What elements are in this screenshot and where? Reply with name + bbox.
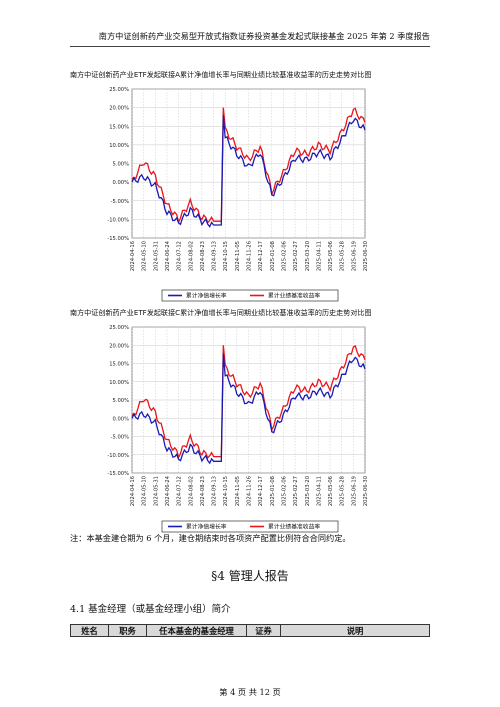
chart-c-x-tick-label: 2024-08-02 — [188, 476, 194, 506]
note-text: 注：本基金建仓期为 6 个月，建仓期结束时各项资产配置比例符合合同约定。 — [70, 533, 351, 543]
chart-a-legend-label-nav: 累计净值增长率 — [186, 292, 227, 300]
chart-a-y-tick-label: -5.00% — [111, 199, 129, 205]
chart-a-x-tick-label: 2025-03-20 — [305, 241, 311, 271]
chart-a-series-benchmark — [131, 107, 366, 225]
chart-a-x-tick-label: 2025-04-11 — [316, 241, 322, 271]
chart-c-y-tick-label: 20.00% — [109, 343, 129, 349]
chart-a-x-tick-label: 2024-11-26 — [247, 241, 253, 271]
chart-c-x-tick-label: 2024-11-26 — [247, 476, 253, 506]
chart-a-x-tick-label: 2024-05-10 — [142, 241, 148, 271]
chart-c-title: 南方中证创新药产业ETF发起联接C累计净值增长率与同期业绩比较基准收益率的历史走… — [70, 308, 372, 317]
chart-c-x-tick-label: 2024-07-12 — [177, 476, 183, 506]
chart-c-x-tick-label: 2024-11-05 — [235, 476, 241, 506]
chart-c-y-tick-label: -15.00% — [107, 471, 129, 477]
chart-c-series-nav — [131, 353, 366, 465]
chart-a-y-tick-label: -10.00% — [107, 217, 129, 223]
chart-a-x-tick-label: 2024-09-13 — [212, 241, 218, 271]
chart-c-x-tick-label: 2025-01-08 — [270, 476, 276, 506]
chart-a-x-tick-label: 2025-05-06 — [328, 241, 334, 271]
chart-c-legend-label-nav: 累计净值增长率 — [186, 523, 227, 531]
chart-c-x-tick-label: 2024-05-31 — [153, 476, 159, 506]
header-rule — [70, 46, 430, 47]
chart-a-y-tick-label: 10.00% — [109, 143, 129, 149]
section-title: §4 管理人报告 — [211, 569, 289, 583]
chart-a-x-tick-label: 2024-06-24 — [165, 240, 171, 271]
chart-a-x-tick-label: 2025-06-30 — [363, 241, 369, 271]
chart-c-x-tick-label: 2025-06-30 — [363, 476, 369, 506]
chart-c-x-tick-label: 2024-04-16 — [130, 476, 136, 506]
chart-c-y-tick-label: 10.00% — [109, 380, 129, 386]
chart-a-y-tick-label: 25.00% — [109, 87, 129, 93]
chart-c-x-tick-label: 2025-05-28 — [340, 476, 346, 506]
subsection-title: 4.1 基金经理（或基金经理小组）简介 — [70, 604, 231, 615]
chart-a-legend-label-benchmark: 累计业绩基准收益率 — [268, 292, 320, 300]
chart-c-plot: -15.00% -10.00% -5.00% 0.00% 5.00% 10.00% 15.0… — [107, 325, 369, 533]
chart-a-y-tick-label: 0.00% — [113, 180, 130, 186]
chart-a-x-tick-label: 2025-02-06 — [281, 241, 287, 271]
chart-c-x-tick-label: 2024-06-24 — [165, 475, 171, 506]
chart-c-x-tick-label: 2024-12-17 — [258, 476, 264, 506]
chart-a-x-tick-label: 2025-06-19 — [351, 241, 357, 271]
col-name: 姓名 — [71, 625, 109, 636]
chart-c-x-tick-label: 2025-02-06 — [281, 476, 287, 506]
chart-a-x-tick-label: 2025-02-27 — [293, 241, 299, 271]
chart-a-x-tick-label: 2024-08-23 — [200, 241, 206, 271]
chart-a-plot: -15.00% -10.00% -5.00% 0.00% 5.00% 10.00% 15.0… — [107, 87, 369, 302]
chart-a-x-tick-label: 2024-11-05 — [235, 241, 241, 271]
chart-c-y-tick-label: -5.00% — [111, 435, 129, 441]
col-title: 职务 — [109, 625, 147, 636]
col-description: 说明 — [346, 625, 364, 636]
chart-a-y-tick-label: 15.00% — [109, 124, 129, 130]
chart-a-y-tick-label: -15.00% — [107, 236, 129, 242]
chart-c-series-benchmark — [131, 345, 366, 460]
chart-a-x-tick-label: 2024-08-02 — [188, 241, 194, 271]
chart-c-x-tick-label: 2024-09-13 — [212, 476, 218, 506]
chart-a-x-tick-label: 2024-04-16 — [130, 241, 136, 271]
chart-a-title: 南方中证创新药产业ETF发起联接A累计净值增长率与同期业绩比较基准收益率的历史走… — [70, 70, 372, 79]
page-header: 南方中证创新药产业交易型开放式指数证券投资基金发起式联接基金 2025 年第 2… — [98, 31, 430, 41]
chart-c-y-tick-label: 5.00% — [113, 398, 130, 404]
chart-c-x-tick-label: 2025-02-27 — [293, 476, 299, 506]
chart-c-x-tick-label: 2025-03-20 — [305, 476, 311, 506]
chart-c-y-tick-label: 25.00% — [109, 325, 129, 331]
chart-a-x-tick-label: 2024-10-15 — [223, 241, 229, 271]
manager-table-header: 姓名 职务 任本基金的基金经理 证券 说明 — [70, 624, 430, 637]
col-securities: 证券 — [247, 625, 281, 636]
chart-c-legend-label-benchmark: 累计业绩基准收益率 — [268, 523, 320, 531]
chart-c-x-tick-label: 2025-06-19 — [351, 476, 357, 506]
chart-a: 南方中证创新药产业ETF发起联接A累计净值增长率与同期业绩比较基准收益率的历史走… — [70, 70, 430, 308]
chart-c-x-tick-label: 2024-05-10 — [142, 476, 148, 506]
chart-a-x-tick-label: 2024-07-12 — [177, 241, 183, 271]
chart-a-x-tick-label: 2025-05-28 — [340, 241, 346, 271]
chart-c-y-tick-label: 15.00% — [109, 362, 129, 368]
chart-a-series-nav — [131, 115, 366, 228]
chart-a-x-tick-label: 2024-05-31 — [153, 241, 159, 271]
chart-a-x-tick-label: 2024-12-17 — [258, 241, 264, 271]
chart-c-x-tick-label: 2024-08-23 — [200, 476, 206, 506]
chart-a-x-tick-label: 2025-01-08 — [270, 241, 276, 271]
chart-c-x-tick-label: 2024-10-15 — [223, 476, 229, 506]
chart-a-y-tick-label: 20.00% — [109, 106, 129, 112]
col-tenure: 任本基金的基金经理 — [147, 625, 247, 636]
chart-c: 南方中证创新药产业ETF发起联接C累计净值增长率与同期业绩比较基准收益率的历史走… — [70, 308, 430, 539]
chart-a-y-tick-label: 5.00% — [113, 162, 130, 168]
page-footer: 第 4 页 共 12 页 — [219, 687, 281, 697]
chart-c-y-tick-label: -10.00% — [107, 453, 129, 459]
chart-c-y-tick-label: 0.00% — [113, 416, 130, 422]
chart-c-x-tick-label: 2025-04-11 — [316, 476, 322, 506]
chart-c-x-tick-label: 2025-05-06 — [328, 476, 334, 506]
